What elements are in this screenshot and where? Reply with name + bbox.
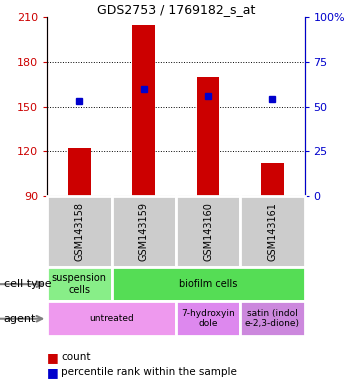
Text: satin (indol
e-2,3-dione): satin (indol e-2,3-dione) [245, 309, 300, 328]
Text: 7-hydroxyin
dole: 7-hydroxyin dole [181, 309, 235, 328]
Text: ■: ■ [47, 351, 59, 364]
Text: untreated: untreated [89, 314, 134, 323]
Text: GSM143159: GSM143159 [139, 202, 149, 261]
Bar [47, 301, 176, 336]
Bar [47, 267, 112, 301]
Text: GSM143158: GSM143158 [75, 202, 84, 261]
Title: GDS2753 / 1769182_s_at: GDS2753 / 1769182_s_at [97, 3, 255, 16]
Bar [240, 301, 304, 336]
Bar [68, 148, 91, 196]
Bar [176, 196, 240, 267]
Bar [261, 163, 284, 196]
Bar [176, 301, 240, 336]
Bar [112, 196, 176, 267]
Text: biofilm cells: biofilm cells [179, 279, 237, 289]
Text: cell type: cell type [4, 279, 51, 289]
Text: suspension
cells: suspension cells [52, 273, 107, 295]
Text: GSM143161: GSM143161 [267, 202, 277, 261]
Text: agent: agent [4, 314, 36, 324]
Bar [240, 196, 304, 267]
Bar [112, 267, 304, 301]
Text: GSM143160: GSM143160 [203, 202, 213, 261]
Text: ■: ■ [47, 366, 59, 379]
Bar [197, 77, 219, 196]
Bar [47, 196, 112, 267]
Bar [132, 25, 155, 196]
Text: count: count [61, 352, 91, 362]
Text: percentile rank within the sample: percentile rank within the sample [61, 367, 237, 377]
